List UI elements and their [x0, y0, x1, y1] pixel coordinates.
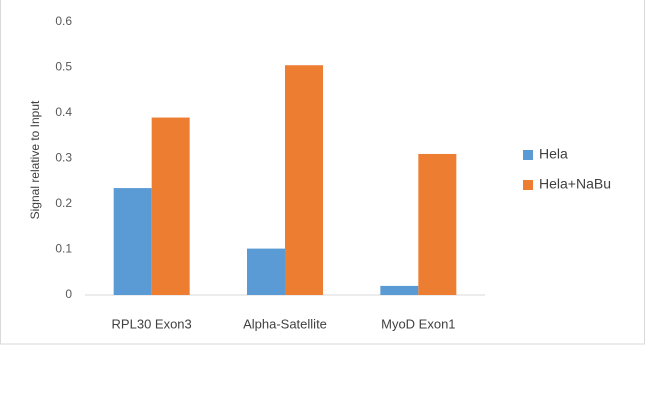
legend-swatch: [523, 150, 533, 160]
y-tick-label: 0.4: [55, 105, 72, 119]
legend-label: Hela+NaBu: [539, 176, 611, 192]
y-tick-label: 0.1: [55, 242, 72, 256]
bar: [418, 153, 457, 295]
x-tick-label: RPL30 Exon3: [112, 316, 192, 331]
y-tick-label: 0.5: [55, 60, 72, 74]
bar: [151, 117, 190, 295]
y-axis-label: Signal relative to Input: [28, 100, 42, 219]
x-tick-label: MyoD Exon1: [381, 316, 455, 331]
bar: [285, 65, 323, 295]
bar: [380, 285, 419, 295]
y-tick-label: 0.3: [55, 151, 72, 165]
legend-swatch: [523, 180, 533, 190]
legend-label: Hela: [539, 146, 568, 162]
bar: [113, 188, 152, 295]
y-tick-label: 0: [65, 287, 72, 301]
bar: [247, 248, 285, 295]
y-tick-label: 0.6: [55, 14, 72, 28]
y-tick-label: 0.2: [55, 196, 72, 210]
x-tick-label: Alpha-Satellite: [243, 316, 327, 331]
